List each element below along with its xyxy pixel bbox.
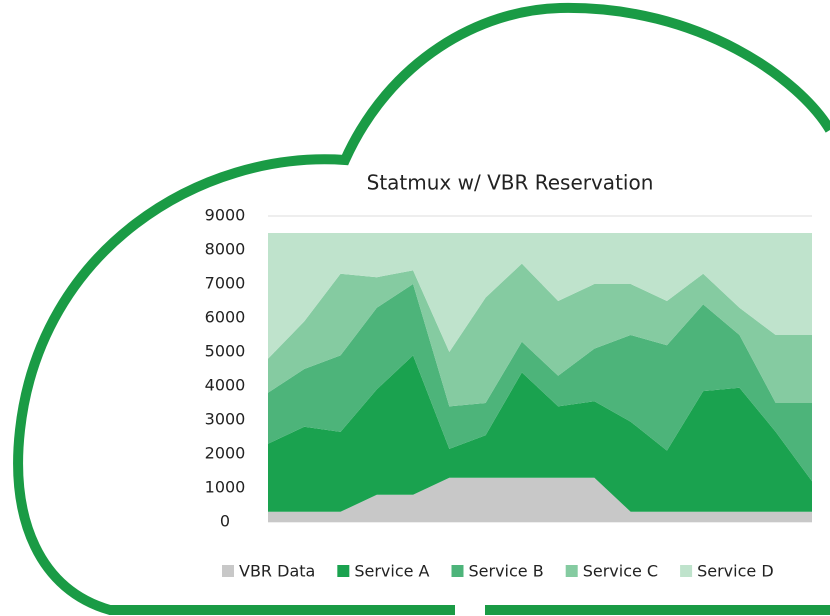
legend-swatch xyxy=(337,565,349,577)
legend-swatch xyxy=(680,565,692,577)
page: Statmux w/ VBR Reservation 0 1000 2000 3000… xyxy=(0,0,830,616)
legend-label: Service B xyxy=(469,562,544,581)
chart-title: Statmux w/ VBR Reservation xyxy=(367,171,654,195)
legend-label: Service A xyxy=(354,562,429,581)
legend-swatch xyxy=(222,565,234,577)
y-tick-label: 2000 xyxy=(205,444,246,463)
y-tick-label: 0 xyxy=(220,512,230,531)
y-tick-label: 7000 xyxy=(205,274,246,293)
y-tick-label: 8000 xyxy=(205,240,246,259)
chart: Statmux w/ VBR Reservation 0 1000 2000 3000… xyxy=(0,0,830,616)
y-tick-label: 4000 xyxy=(205,376,246,395)
legend-label: VBR Data xyxy=(239,562,315,581)
legend-label: Service C xyxy=(583,562,658,581)
y-tick-label: 5000 xyxy=(205,342,246,361)
legend-label: Service D xyxy=(697,562,774,581)
y-tick-label: 6000 xyxy=(205,308,246,327)
y-tick-label: 3000 xyxy=(205,410,246,429)
legend-swatch xyxy=(566,565,578,577)
y-tick-label: 1000 xyxy=(205,478,246,497)
legend-swatch xyxy=(452,565,464,577)
y-tick-label: 9000 xyxy=(205,206,246,225)
